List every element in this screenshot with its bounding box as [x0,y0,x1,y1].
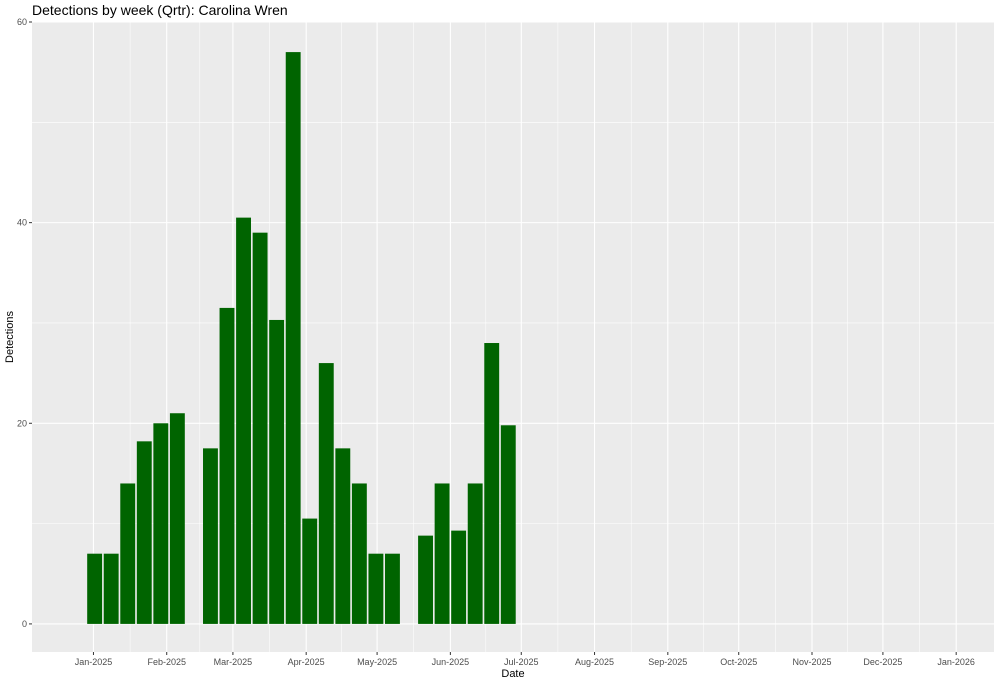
bar [451,530,467,624]
x-tick-label: May-2025 [357,657,397,667]
x-tick-label: Sep-2025 [648,657,687,667]
x-tick-label: Nov-2025 [792,657,831,667]
y-tick-label: 20 [17,418,27,428]
bar [285,52,301,624]
x-tick-label: Jul-2025 [504,657,539,667]
chart-title: Detections by week (Qrtr): Carolina Wren [32,2,288,18]
x-tick-label: Apr-2025 [288,657,325,667]
y-axis: 0 20 40 60 [17,17,32,629]
bar [120,483,136,624]
bar [351,483,367,624]
bar [203,448,218,624]
bar [236,217,251,624]
x-tick-label: Feb-2025 [147,657,186,667]
minor-gridlines [32,22,994,652]
bar [302,518,318,624]
bar-series [87,52,516,624]
x-tick-label: Jan-2026 [937,657,975,667]
bar [87,553,103,624]
bar [252,232,268,624]
x-tick-label: Jun-2025 [432,657,470,667]
y-tick-label: 40 [17,218,27,228]
x-tick-label: Oct-2025 [720,657,757,667]
bar [269,319,285,624]
x-axis-label: Date [501,668,524,680]
bar [434,483,450,624]
bar [103,553,119,624]
bar [484,343,500,624]
x-axis: Jan-2025 Feb-2025 Mar-2025 Apr-2025 May-2025… [75,652,975,667]
bar [153,423,169,624]
bar [418,535,433,624]
bar [136,441,152,624]
bar [318,363,334,624]
bar [335,448,351,624]
x-tick-label: Jan-2025 [75,657,113,667]
y-tick-label: 0 [22,619,27,629]
bar [467,483,483,624]
x-tick-label: Aug-2025 [575,657,614,667]
y-tick-label: 60 [17,17,27,27]
x-tick-label: Dec-2025 [863,657,902,667]
bar [385,553,400,624]
x-tick-label: Mar-2025 [214,657,253,667]
bar [169,413,185,624]
y-axis-label: Detections [4,311,16,363]
bar [219,307,235,624]
bar [368,553,384,624]
bar [500,425,516,624]
